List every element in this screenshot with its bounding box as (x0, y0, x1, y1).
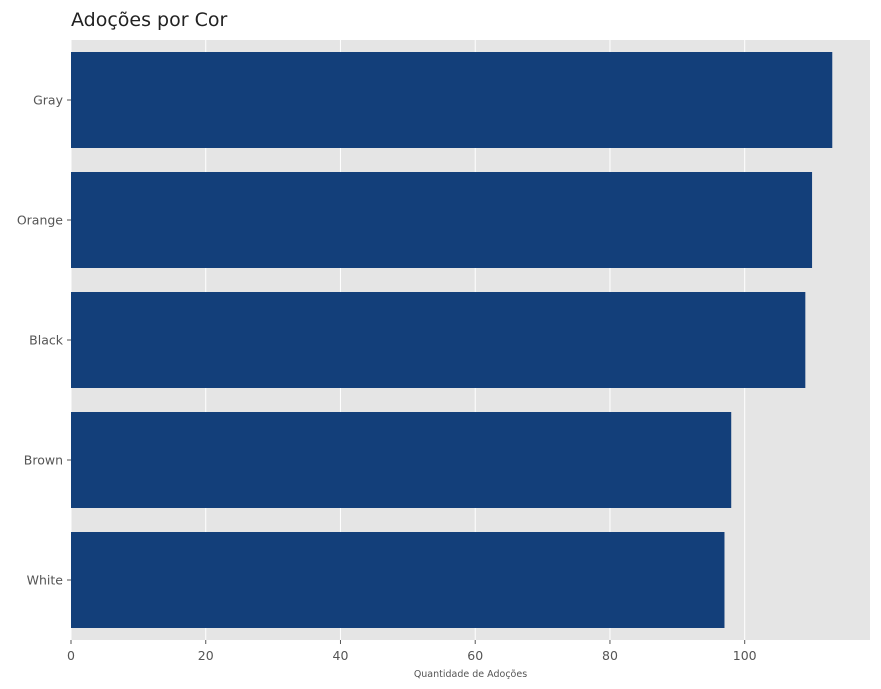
bar-orange (71, 172, 813, 268)
bar-gray (71, 52, 833, 148)
x-tick-label: 40 (333, 648, 349, 663)
x-tick-label: 80 (602, 648, 618, 663)
y-tick-label: Black (29, 333, 64, 348)
x-axis-ticks: 0 20 40 60 80 100 (67, 640, 757, 663)
bars (71, 52, 833, 628)
x-tick-label: 60 (467, 648, 483, 663)
y-tick-label: Brown (24, 453, 63, 468)
chart-title: Adoções por Cor (71, 9, 227, 31)
bar-white (71, 532, 725, 628)
y-tick-label: White (27, 573, 64, 588)
x-tick-label: 100 (733, 648, 757, 663)
y-axis-ticks: Gray Orange Black Brown White (17, 93, 71, 588)
x-tick-label: 20 (198, 648, 214, 663)
x-axis-label: Quantidade de Adoções (414, 669, 527, 680)
y-tick-label: Gray (33, 93, 63, 108)
bar-brown (71, 412, 732, 508)
y-tick-label: Orange (17, 213, 63, 228)
x-tick-label: 0 (67, 648, 75, 663)
bar-black (71, 292, 806, 388)
